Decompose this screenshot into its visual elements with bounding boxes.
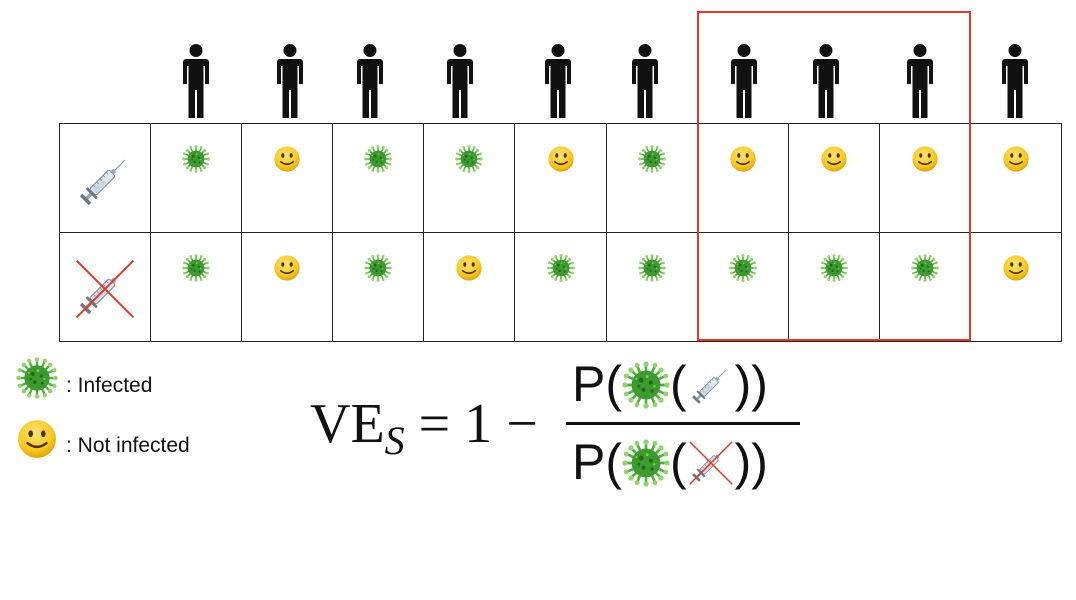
virus-icon bbox=[638, 254, 666, 282]
grid-cell bbox=[332, 232, 424, 342]
vaccinated-row bbox=[59, 123, 1062, 233]
grid-cell bbox=[697, 232, 789, 342]
grid-cell bbox=[970, 232, 1062, 342]
person-icon bbox=[275, 44, 305, 118]
grid-cell bbox=[879, 123, 971, 233]
row-header-vaccinated bbox=[59, 123, 151, 233]
formula-ve: VE bbox=[310, 393, 385, 455]
highlight-box bbox=[697, 11, 971, 341]
legend-infected-label: : Infected bbox=[66, 374, 153, 397]
person-icon bbox=[181, 44, 211, 118]
virus-icon bbox=[638, 145, 666, 173]
denominator-paren-open: ( bbox=[670, 434, 687, 490]
person-icon bbox=[1000, 44, 1030, 118]
formula-lhs: VES = 1 − bbox=[310, 392, 538, 463]
person-icon bbox=[543, 44, 573, 118]
row-header-unvaccinated bbox=[59, 232, 151, 342]
smile-icon bbox=[16, 418, 58, 460]
smile-icon bbox=[1002, 254, 1030, 282]
grid-cell bbox=[879, 232, 971, 342]
denominator-p-open: P( bbox=[572, 434, 622, 490]
grid-cell bbox=[241, 123, 333, 233]
grid-cell bbox=[970, 123, 1062, 233]
virus-icon bbox=[364, 145, 392, 173]
person-icon bbox=[355, 44, 385, 118]
numerator-p-open: P( bbox=[572, 356, 622, 412]
syringe-icon bbox=[72, 148, 138, 212]
smile-icon bbox=[1002, 145, 1030, 173]
formula-subscript: S bbox=[384, 418, 405, 463]
grid-cell bbox=[423, 123, 515, 233]
crossed-syringe-icon bbox=[72, 257, 138, 321]
fraction-bar bbox=[566, 422, 800, 425]
person-icon bbox=[445, 44, 475, 118]
formula-denominator: P( ()) bbox=[572, 433, 768, 491]
unvaccinated-row bbox=[59, 232, 1062, 342]
numerator-paren-open: ( bbox=[670, 356, 687, 412]
grid-cell bbox=[514, 123, 607, 233]
virus-icon bbox=[547, 254, 575, 282]
smile-icon bbox=[455, 254, 483, 282]
smile-icon bbox=[273, 254, 301, 282]
grid-cell bbox=[423, 232, 515, 342]
person-icon bbox=[630, 44, 660, 118]
grid-cell bbox=[606, 123, 698, 233]
virus-icon bbox=[182, 145, 210, 173]
formula-equals: = 1 − bbox=[404, 393, 538, 455]
grid-cell bbox=[514, 232, 607, 342]
formula-numerator: P( ()) bbox=[572, 355, 768, 413]
crossed-syringe-icon bbox=[687, 439, 735, 487]
virus-icon bbox=[455, 145, 483, 173]
grid-cell bbox=[606, 232, 698, 342]
virus-icon bbox=[622, 361, 670, 409]
grid-cell bbox=[697, 123, 789, 233]
virus-icon bbox=[16, 357, 58, 399]
grid-cell bbox=[788, 123, 880, 233]
virus-icon bbox=[622, 439, 670, 487]
grid-cell bbox=[150, 232, 242, 342]
grid-cell bbox=[332, 123, 424, 233]
outcome-grid bbox=[59, 123, 1062, 342]
numerator-paren-close: )) bbox=[734, 356, 768, 412]
virus-icon bbox=[364, 254, 392, 282]
grid-cell bbox=[788, 232, 880, 342]
grid-cell bbox=[150, 123, 242, 233]
denominator-paren-close: )) bbox=[734, 434, 768, 490]
grid-cell bbox=[241, 232, 333, 342]
outcome-table bbox=[59, 123, 1062, 342]
syringe-icon bbox=[687, 361, 735, 409]
smile-icon bbox=[273, 145, 301, 173]
virus-icon bbox=[182, 254, 210, 282]
legend-not-infected-label: : Not infected bbox=[66, 434, 190, 457]
smile-icon bbox=[547, 145, 575, 173]
